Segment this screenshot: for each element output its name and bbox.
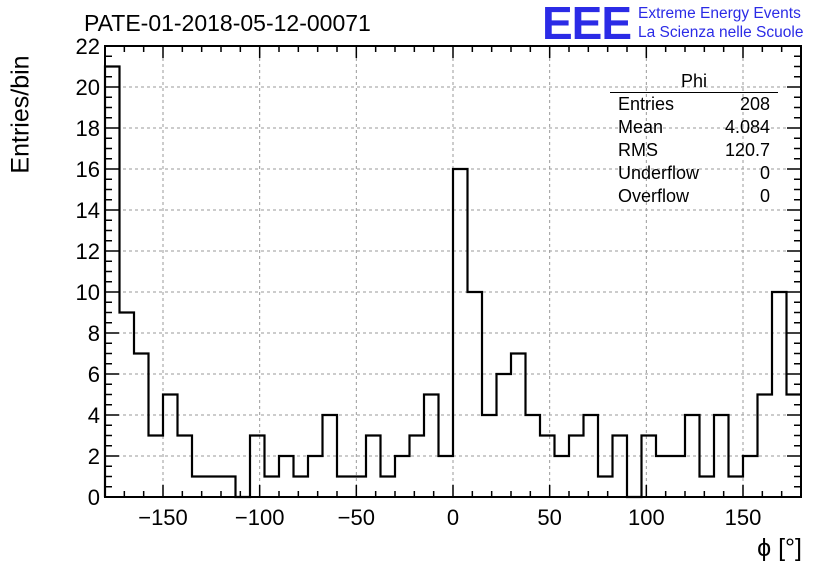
x-tick-label: 150 <box>725 505 762 530</box>
histogram-bin <box>279 456 294 497</box>
stats-row-mean: Mean 4.084 <box>610 116 778 139</box>
histogram-bin <box>366 436 381 498</box>
y-tick-label: 4 <box>88 403 100 428</box>
stats-row-entries: Entries 208 <box>610 93 778 116</box>
histogram-bin <box>178 436 193 498</box>
stats-value: 4.084 <box>724 117 770 137</box>
stats-value: 120.7 <box>724 140 770 160</box>
y-tick-label: 18 <box>76 116 100 141</box>
histogram-bin <box>569 436 584 498</box>
histogram-bin <box>163 395 178 498</box>
y-tick-label: 10 <box>76 280 100 305</box>
histogram-bin <box>468 292 483 497</box>
histogram-bin <box>758 395 773 498</box>
x-axis-label: ϕ [°] <box>757 534 802 562</box>
y-tick-label: 14 <box>76 198 100 223</box>
histogram-bin <box>250 436 265 498</box>
stats-title: Phi <box>610 72 778 93</box>
stats-label: Underflow <box>618 163 700 183</box>
y-tick-label: 22 <box>76 34 100 59</box>
histogram-bin <box>540 436 555 498</box>
histogram-bin <box>294 477 309 498</box>
stats-label: Mean <box>618 117 664 137</box>
x-tick-label: −100 <box>235 505 285 530</box>
y-axis-label: Entries/bin <box>6 55 35 174</box>
histogram-bin <box>149 436 164 498</box>
histogram-bin <box>221 477 236 498</box>
histogram-bin <box>497 374 512 497</box>
histogram-bin <box>337 477 352 498</box>
stats-value: 208 <box>739 94 770 114</box>
x-tick-label: −150 <box>138 505 188 530</box>
x-tick-label: −50 <box>338 505 375 530</box>
x-tick-label: 100 <box>628 505 665 530</box>
histogram-bin <box>714 415 729 497</box>
y-tick-label: 2 <box>88 444 100 469</box>
y-tick-label: 0 <box>88 485 100 510</box>
x-tick-label: 50 <box>537 505 561 530</box>
stats-row-rms: RMS 120.7 <box>610 139 778 162</box>
axis-ticks <box>105 45 802 498</box>
histogram-bin <box>134 354 149 498</box>
histogram-bin <box>700 477 715 498</box>
histogram-bin <box>729 477 744 498</box>
histogram-bin <box>207 477 222 498</box>
histogram-bin <box>613 436 628 498</box>
histogram-bin <box>772 292 787 497</box>
y-tick-labels: 0 2 4 6 8 10 12 14 16 18 20 22 <box>76 34 100 510</box>
stats-row-overflow: Overflow 0 <box>610 185 778 208</box>
x-tick-labels: −150 −100 −50 0 50 100 150 <box>138 505 761 530</box>
stats-value: 0 <box>759 186 770 206</box>
logo-caption-line1: Extreme Energy Events <box>638 5 801 22</box>
histogram-bin <box>308 456 323 497</box>
histogram-bin <box>671 456 686 497</box>
x-tick-label: 0 <box>447 505 459 530</box>
histogram-bin <box>598 477 613 498</box>
histogram-bin <box>410 436 425 498</box>
histogram-bin <box>352 477 367 498</box>
histogram-bin <box>511 354 526 498</box>
histogram-bin <box>656 456 671 497</box>
histogram-bin <box>381 477 396 498</box>
histogram-bin <box>192 477 207 498</box>
y-tick-label: 20 <box>76 75 100 100</box>
histogram-bin <box>395 456 410 497</box>
y-tick-label: 16 <box>76 157 100 182</box>
y-tick-label: 8 <box>88 321 100 346</box>
y-axis-label-container: Entries/bin <box>6 40 36 200</box>
histogram-bin <box>424 395 439 498</box>
histogram-bin <box>743 456 758 497</box>
eee-logo: EEE <box>542 0 632 49</box>
histogram-bin <box>120 313 135 498</box>
stats-label: Entries <box>618 94 675 114</box>
stats-label: Overflow <box>618 186 690 206</box>
histogram-bin <box>265 477 280 498</box>
chart-title: PATE-01-2018-05-12-00071 <box>84 10 371 36</box>
stats-box: Phi Entries 208 Mean 4.084 RMS 120.7 Und… <box>610 72 778 208</box>
histogram-outline <box>103 65 801 499</box>
stats-value: 0 <box>759 163 770 183</box>
histogram-bin <box>555 456 570 497</box>
logo-caption: Extreme Energy Events La Scienza nelle S… <box>638 4 803 42</box>
histogram-bin <box>439 456 454 497</box>
y-tick-label: 12 <box>76 239 100 264</box>
stats-label: RMS <box>618 140 658 160</box>
histogram-bin <box>642 436 657 498</box>
logo-caption-line2: La Scienza nelle Scuole <box>638 24 804 41</box>
y-tick-label: 6 <box>88 362 100 387</box>
stats-row-underflow: Underflow 0 <box>610 162 778 185</box>
